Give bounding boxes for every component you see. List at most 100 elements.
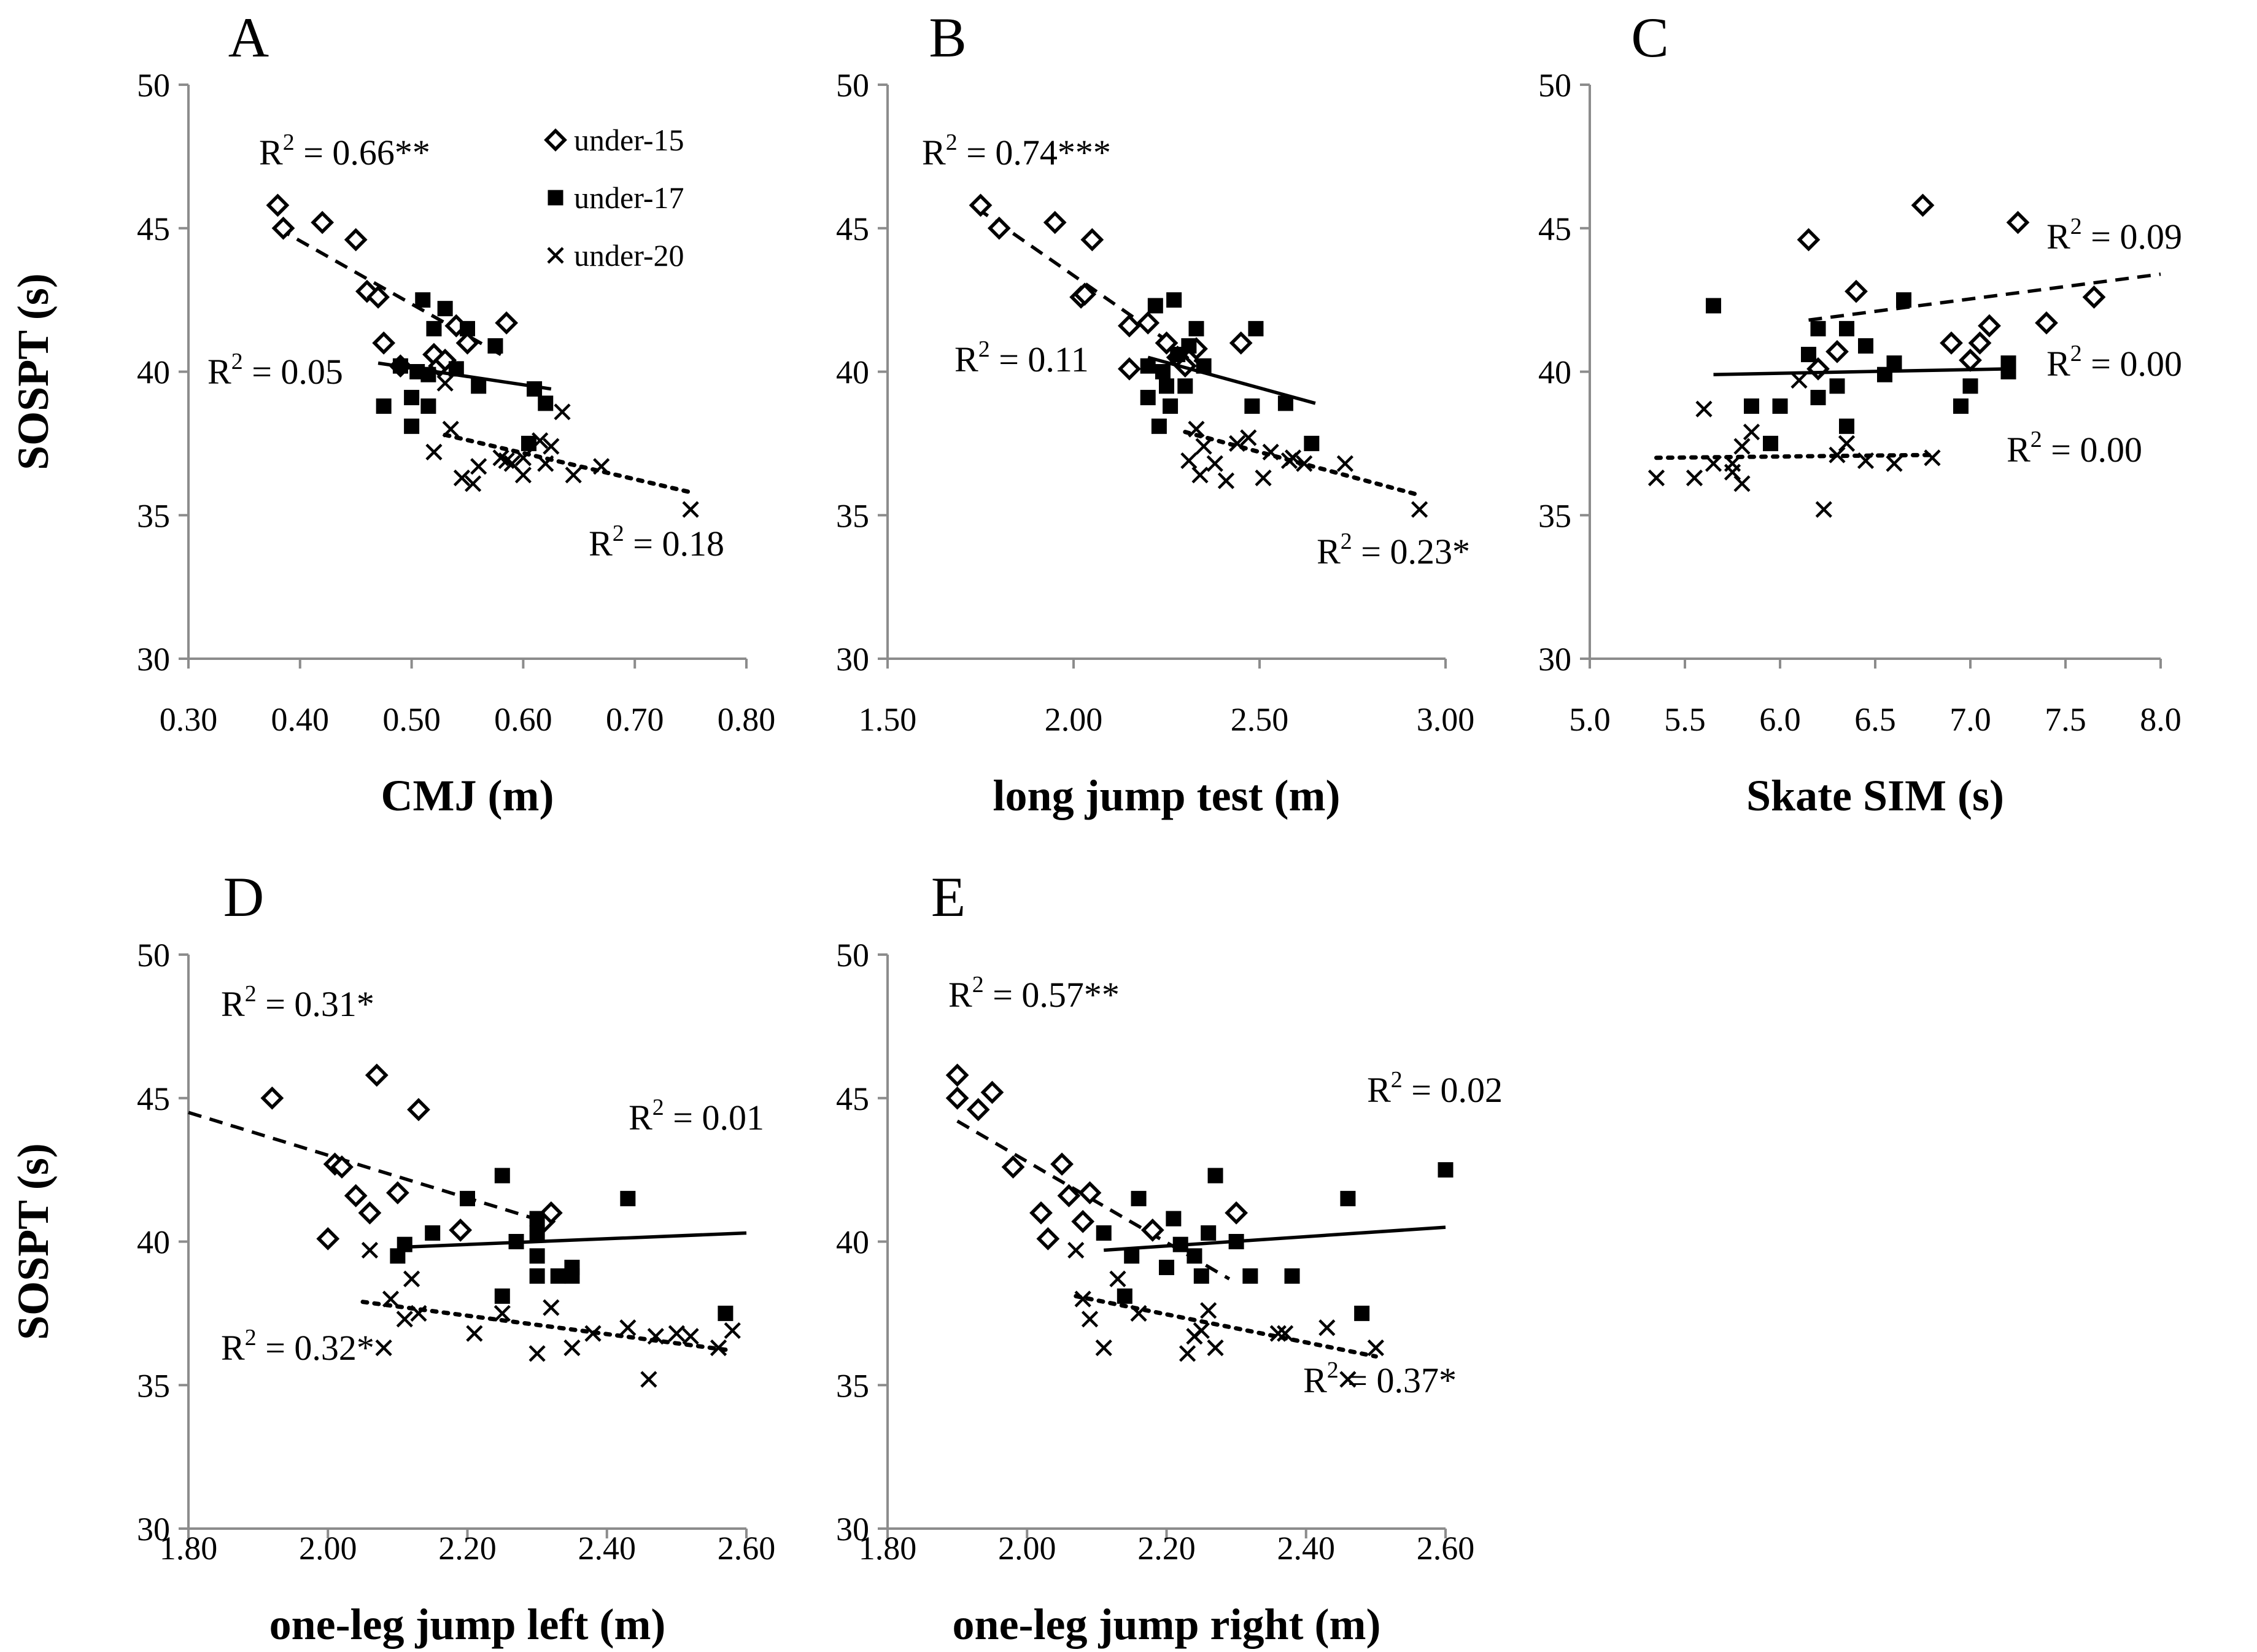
data-point-u17 bbox=[508, 1234, 524, 1249]
data-point-u15 bbox=[969, 193, 993, 217]
data-point-u17 bbox=[1244, 398, 1260, 414]
r2-label-u15: R2 = 0.66** bbox=[259, 130, 430, 173]
data-point-u20 bbox=[403, 1270, 420, 1287]
data-point-u17 bbox=[1147, 298, 1163, 314]
data-point-u15 bbox=[266, 193, 290, 217]
x-tick-label: 2.40 bbox=[578, 1530, 637, 1567]
data-point-u20 bbox=[543, 1299, 560, 1316]
data-point-u15 bbox=[2006, 211, 2030, 235]
data-point-u15 bbox=[987, 216, 1011, 240]
data-point-u20 bbox=[514, 449, 532, 467]
data-point-u15 bbox=[1959, 348, 1982, 372]
x-tick-label: 2.00 bbox=[998, 1530, 1056, 1567]
data-point-u20 bbox=[537, 455, 554, 472]
r2-label-u20: R2 = 0.32* bbox=[221, 1325, 374, 1368]
y-tick-label: 45 bbox=[836, 211, 869, 247]
r2-label-u17: R2 = 0.05 bbox=[207, 349, 343, 392]
data-point-u17 bbox=[1839, 418, 1854, 434]
data-point-u20 bbox=[436, 374, 454, 392]
data-point-u17 bbox=[527, 381, 543, 397]
panel-a: 30 35 40 45 50 0.30 0.40 0.50 0.60 0.70 0.80 CMJ (m… bbox=[9, 6, 775, 820]
data-point-u17 bbox=[718, 1305, 734, 1321]
x-tick-label: 1.80 bbox=[160, 1530, 218, 1567]
legend: under-15 under-17 under-20 bbox=[544, 123, 684, 273]
data-point-u17 bbox=[521, 435, 536, 451]
data-point-u17 bbox=[1151, 418, 1167, 434]
y-tick-label: 40 bbox=[137, 1224, 170, 1261]
x-tick-label: 0.80 bbox=[718, 701, 776, 738]
legend-marker-u15 bbox=[544, 128, 567, 152]
data-point-u17 bbox=[1829, 378, 1845, 394]
data-point-u17 bbox=[1744, 398, 1759, 414]
data-point-u20 bbox=[1686, 469, 1703, 487]
data-point-u17 bbox=[1438, 1162, 1454, 1178]
data-point-u20 bbox=[1838, 435, 1856, 452]
data-point-u20 bbox=[1229, 435, 1246, 452]
data-point-u15 bbox=[455, 331, 479, 355]
data-point-u17 bbox=[1124, 1248, 1140, 1264]
x-tick-label: 6.5 bbox=[1854, 701, 1896, 738]
y-tick-label: 50 bbox=[1538, 67, 1571, 104]
panel-letter: C bbox=[1631, 6, 1668, 69]
x-tick-label: 2.20 bbox=[438, 1530, 497, 1567]
panel-e: 30 35 40 45 50 1.80 2.00 2.20 2.40 2.60 one-leg ju… bbox=[836, 866, 1503, 1649]
data-point-u15 bbox=[330, 1155, 354, 1179]
data-point-u15 bbox=[316, 1227, 340, 1251]
y-tick-label: 30 bbox=[836, 641, 869, 678]
data-point-u17 bbox=[1810, 320, 1826, 336]
data-point-u20 bbox=[1179, 1345, 1196, 1362]
r2-label-u17: R2 = 0.01 bbox=[629, 1095, 764, 1138]
y-axis-title: SOSPT (s) bbox=[9, 273, 58, 470]
x-tick-label: 7.0 bbox=[1949, 701, 1991, 738]
data-point-u20 bbox=[1067, 1241, 1085, 1259]
data-point-u17 bbox=[392, 358, 408, 374]
data-point-u20 bbox=[442, 421, 459, 438]
x-tick-label: 6.0 bbox=[1759, 701, 1801, 738]
data-point-u15 bbox=[966, 1098, 990, 1122]
data-point-u17 bbox=[1201, 1225, 1217, 1241]
data-point-u17 bbox=[529, 1248, 545, 1264]
data-point-u15 bbox=[539, 1201, 563, 1225]
panel-letter: B bbox=[929, 6, 966, 69]
data-point-u20 bbox=[514, 467, 532, 484]
data-point-u20 bbox=[1180, 452, 1198, 470]
data-point-u20 bbox=[1130, 1305, 1147, 1322]
x-tick-label: 2.00 bbox=[1045, 701, 1103, 738]
x-axis-title: one-leg jump left (m) bbox=[269, 1600, 666, 1649]
data-point-u20 bbox=[494, 1305, 511, 1322]
y-tick-label: 30 bbox=[836, 1511, 869, 1548]
data-point-u17 bbox=[420, 398, 436, 414]
data-point-u15 bbox=[1050, 1152, 1074, 1176]
trend-line-u20 bbox=[1074, 1293, 1378, 1359]
data-point-u15 bbox=[1825, 339, 1849, 363]
data-point-u17 bbox=[1155, 364, 1171, 379]
data-point-u17 bbox=[1284, 1268, 1300, 1284]
data-point-u15 bbox=[1118, 314, 1141, 338]
y-tick-label: 40 bbox=[836, 354, 869, 391]
data-point-u17 bbox=[620, 1190, 636, 1206]
data-point-u17 bbox=[448, 361, 464, 377]
data-point-u20 bbox=[682, 501, 699, 518]
data-point-u15 bbox=[1078, 1181, 1102, 1204]
data-point-u17 bbox=[1810, 390, 1826, 406]
data-point-u17 bbox=[1117, 1288, 1132, 1304]
data-point-u20 bbox=[554, 403, 571, 421]
data-point-u17 bbox=[529, 1268, 545, 1284]
x-axis-title: Skate SIM (s) bbox=[1746, 771, 2004, 820]
data-point-u20 bbox=[453, 469, 471, 487]
r2-label-u15: R2 = 0.09 bbox=[2046, 214, 2182, 257]
data-point-u17 bbox=[1763, 435, 1778, 451]
r2-label-u17: R2 = 0.11 bbox=[954, 336, 1089, 379]
data-point-u17 bbox=[437, 301, 453, 317]
data-point-u17 bbox=[1962, 378, 1978, 394]
r2-label-u15: R2 = 0.57** bbox=[948, 972, 1120, 1015]
data-point-u15 bbox=[1080, 228, 1104, 252]
data-point-u20 bbox=[1262, 443, 1279, 460]
data-point-u20 bbox=[724, 1322, 741, 1340]
data-point-u20 bbox=[1109, 1270, 1126, 1287]
data-point-u17 bbox=[529, 1211, 545, 1227]
data-point-u15 bbox=[1043, 211, 1067, 235]
x-axis-title: one-leg jump right (m) bbox=[953, 1600, 1381, 1649]
data-point-u15 bbox=[385, 1181, 409, 1204]
